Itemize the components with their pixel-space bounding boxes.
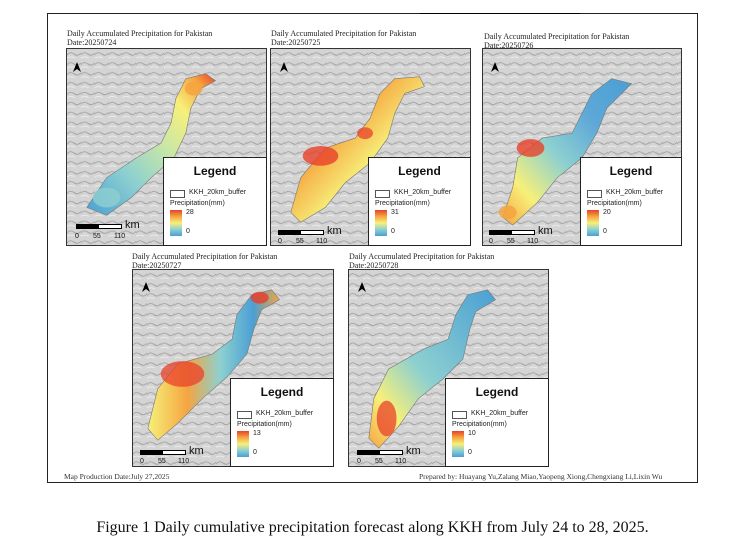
- legend-title: Legend: [398, 164, 441, 178]
- scale-tick: 0: [75, 233, 79, 240]
- scale-bar: [140, 450, 186, 455]
- legend-min: 0: [253, 449, 257, 456]
- scale-unit: km: [538, 225, 553, 237]
- color-ramp: [587, 210, 599, 236]
- panel-date: Date:20250728: [349, 261, 399, 270]
- legend-max: 31: [391, 209, 399, 216]
- scale-bar: [489, 230, 535, 235]
- north-arrow-icon: [142, 282, 150, 292]
- panel-title: Daily Accumulated Precipitation for Paki…: [132, 252, 278, 261]
- color-ramp: [170, 210, 182, 236]
- buffer-swatch: [375, 190, 390, 198]
- prepared-by: Prepared by: Huayang Yu,Zalang Miao,Yaop…: [419, 472, 663, 481]
- panel-title: Daily Accumulated Precipitation for Paki…: [484, 32, 630, 41]
- legend-title: Legend: [260, 385, 304, 399]
- scale-tick: 110: [527, 238, 539, 245]
- legend: Legend KKH_20km_buffer Precipitation(mm)…: [445, 378, 549, 467]
- color-ramp: [375, 210, 387, 236]
- buffer-label: KKH_20km_buffer: [471, 410, 529, 417]
- scale-tick: 55: [158, 458, 166, 465]
- scale-tick: 110: [395, 458, 407, 465]
- scale-tick: 55: [93, 233, 101, 240]
- scale-tick: 0: [140, 458, 144, 465]
- scale-tick: 55: [507, 238, 515, 245]
- legend-min: 0: [186, 228, 190, 235]
- scale-unit: km: [189, 445, 204, 457]
- scale-bar: [357, 450, 403, 455]
- scale-tick: 0: [278, 238, 282, 245]
- color-ramp: [452, 431, 464, 457]
- scale-unit: km: [327, 225, 342, 237]
- legend-min: 0: [391, 228, 395, 235]
- legend-title: Legend: [193, 164, 237, 178]
- precip-label: Precipitation(mm): [375, 200, 430, 207]
- legend-max: 20: [603, 209, 611, 216]
- legend-title: Legend: [609, 164, 653, 178]
- color-ramp: [237, 431, 249, 457]
- legend: Legend KKH_20km_buffer Precipitation(mm)…: [580, 157, 682, 246]
- scale-bar: [76, 224, 122, 229]
- legend-min: 0: [468, 449, 472, 456]
- legend-min: 0: [603, 228, 607, 235]
- buffer-label: KKH_20km_buffer: [189, 189, 247, 196]
- panel-title: Daily Accumulated Precipitation for Paki…: [349, 252, 495, 261]
- buffer-swatch: [452, 411, 467, 419]
- panel-date: Date:20250727: [132, 261, 182, 270]
- panel-date: Date:20250724: [67, 38, 117, 47]
- buffer-swatch: [170, 190, 185, 198]
- scale-tick: 55: [296, 238, 304, 245]
- production-date: Map Production Date:July 27,2025: [64, 472, 170, 481]
- north-arrow-icon: [491, 62, 499, 72]
- precip-label: Precipitation(mm): [587, 200, 642, 207]
- buffer-label: KKH_20km_buffer: [606, 189, 664, 196]
- precip-label: Precipitation(mm): [170, 200, 225, 207]
- legend-max: 10: [468, 430, 476, 437]
- precip-label: Precipitation(mm): [452, 421, 507, 428]
- panel-date: Date:20250725: [271, 38, 321, 47]
- buffer-swatch: [237, 411, 252, 419]
- panel-title: Daily Accumulated Precipitation for Paki…: [271, 29, 417, 38]
- scale-unit: km: [406, 445, 421, 457]
- top-rule: [420, 13, 580, 14]
- legend: Legend KKH_20km_buffer Precipitation(mm)…: [368, 157, 471, 246]
- buffer-swatch: [587, 190, 602, 198]
- legend: Legend KKH_20km_buffer Precipitation(mm)…: [230, 378, 334, 467]
- scale-tick: 0: [489, 238, 493, 245]
- north-arrow-icon: [73, 62, 81, 72]
- legend-max: 28: [186, 209, 194, 216]
- scale-tick: 110: [316, 238, 328, 245]
- panel-date: Date:20250726: [484, 41, 534, 50]
- scale-tick: 0: [357, 458, 361, 465]
- legend-title: Legend: [475, 385, 519, 399]
- buffer-label: KKH_20km_buffer: [256, 410, 314, 417]
- scale-tick: 110: [114, 233, 126, 240]
- scale-unit: km: [125, 219, 140, 231]
- buffer-label: KKH_20km_buffer: [394, 189, 452, 196]
- precip-label: Precipitation(mm): [237, 421, 292, 428]
- panel-title: Daily Accumulated Precipitation for Paki…: [67, 29, 213, 38]
- figure-caption: Figure 1 Daily cumulative precipitation …: [96, 519, 649, 536]
- scale-tick: 55: [375, 458, 383, 465]
- scale-tick: 110: [178, 458, 190, 465]
- north-arrow-icon: [358, 282, 366, 292]
- scale-bar: [278, 230, 324, 235]
- north-arrow-icon: [280, 62, 288, 72]
- legend: Legend KKH_20km_buffer Precipitation(mm)…: [163, 157, 267, 246]
- legend-max: 13: [253, 430, 261, 437]
